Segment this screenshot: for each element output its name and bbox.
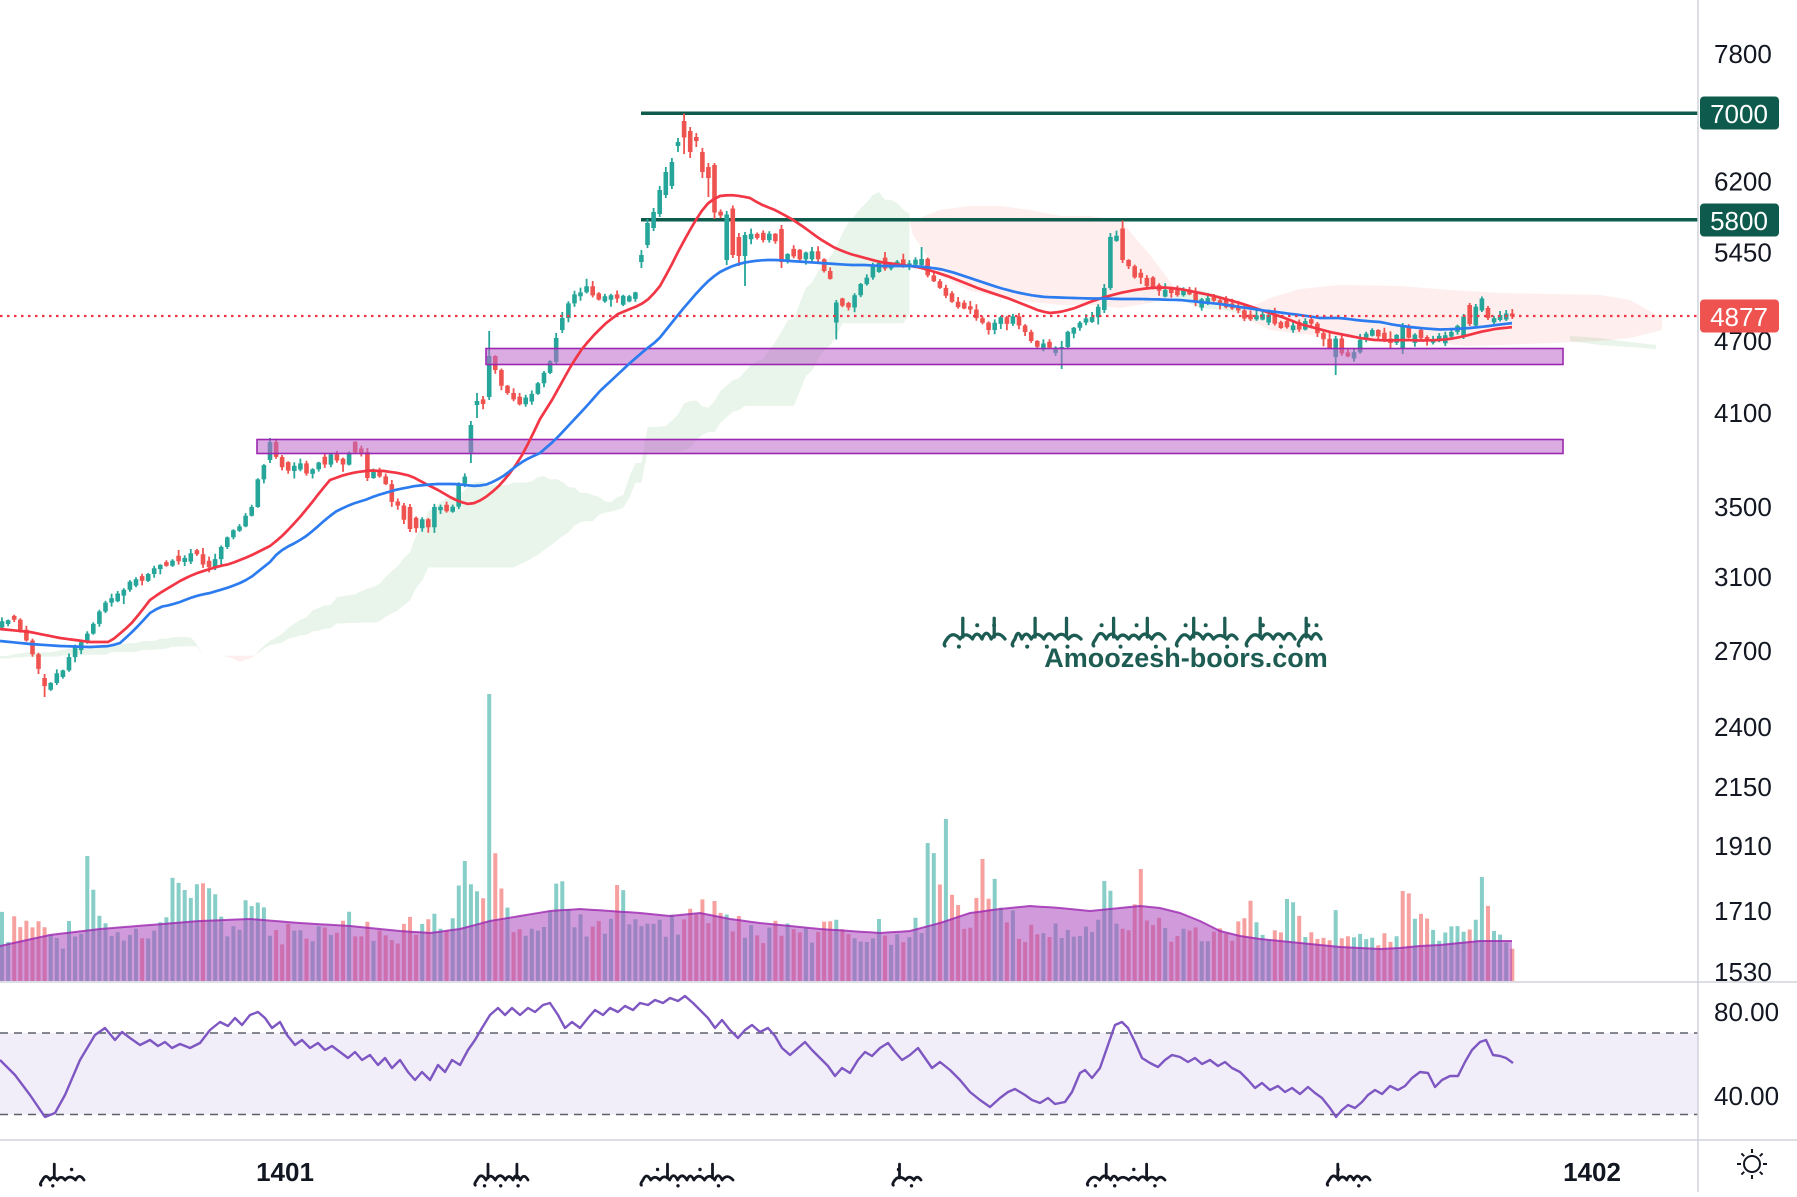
- svg-text:2150: 2150: [1714, 772, 1772, 802]
- svg-text:4877: 4877: [1710, 302, 1768, 332]
- svg-text:7800: 7800: [1714, 39, 1772, 69]
- svg-text:80.00: 80.00: [1714, 997, 1779, 1027]
- svg-text:7000: 7000: [1710, 99, 1768, 129]
- svg-text:3100: 3100: [1714, 562, 1772, 592]
- svg-text:2400: 2400: [1714, 712, 1772, 742]
- svg-text:40.00: 40.00: [1714, 1081, 1779, 1111]
- svg-text:4100: 4100: [1714, 398, 1772, 428]
- svg-text:1530: 1530: [1714, 957, 1772, 987]
- svg-text:2700: 2700: [1714, 636, 1772, 666]
- svg-text:3500: 3500: [1714, 492, 1772, 522]
- svg-text:1402: 1402: [1563, 1157, 1621, 1187]
- svg-text:5800: 5800: [1710, 206, 1768, 236]
- svg-text:1910: 1910: [1714, 831, 1772, 861]
- svg-text:Amoozesh-boors.com: Amoozesh-boors.com: [1044, 643, 1328, 673]
- svg-text:5450: 5450: [1714, 238, 1772, 268]
- svg-text:6200: 6200: [1714, 167, 1772, 197]
- svg-text:1710: 1710: [1714, 896, 1772, 926]
- svg-text:1401: 1401: [256, 1157, 314, 1187]
